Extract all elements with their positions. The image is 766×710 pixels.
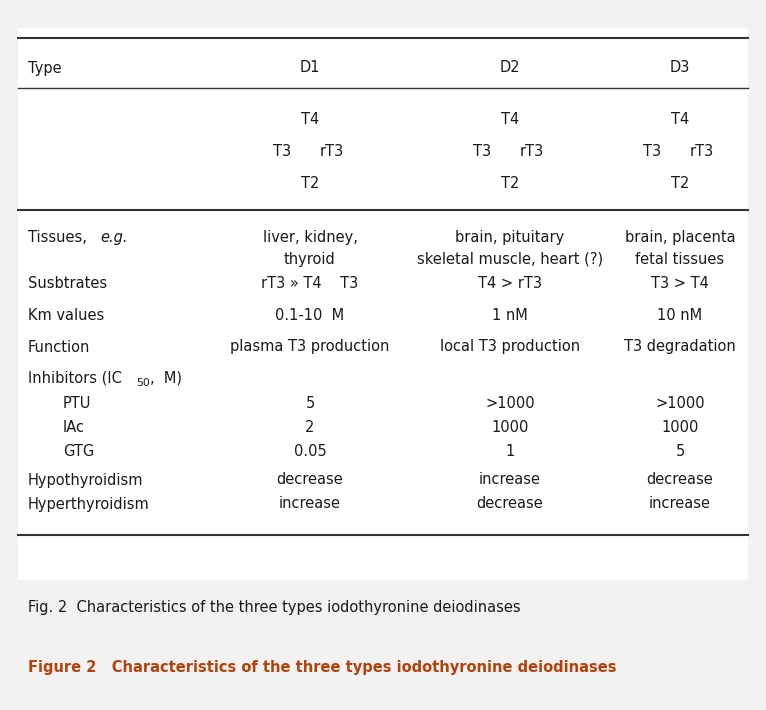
Text: increase: increase (279, 496, 341, 511)
Text: IAc: IAc (63, 420, 85, 435)
Text: increase: increase (649, 496, 711, 511)
Text: GTG: GTG (63, 444, 94, 459)
Text: fetal tissues: fetal tissues (636, 252, 725, 267)
Text: 5: 5 (676, 444, 685, 459)
Text: 5: 5 (306, 396, 315, 412)
Text: Inhibitors (IC: Inhibitors (IC (28, 371, 122, 386)
Text: D1: D1 (300, 60, 320, 75)
Text: thyroid: thyroid (284, 252, 336, 267)
Text: rT3: rT3 (690, 145, 714, 160)
Text: rT3: rT3 (320, 145, 344, 160)
Text: Figure 2   Characteristics of the three types iodothyronine deiodinases: Figure 2 Characteristics of the three ty… (28, 660, 617, 675)
Text: Function: Function (28, 339, 90, 354)
Text: rT3 » T4    T3: rT3 » T4 T3 (261, 275, 358, 290)
Text: 1: 1 (506, 444, 515, 459)
Text: 1 nM: 1 nM (492, 307, 528, 322)
Text: decrease: decrease (647, 472, 713, 488)
Text: T3: T3 (273, 145, 291, 160)
Text: T3: T3 (473, 145, 491, 160)
Text: ,  M): , M) (150, 371, 182, 386)
Text: PTU: PTU (63, 396, 91, 412)
Text: T3 > T4: T3 > T4 (651, 275, 709, 290)
Text: Hypothyroidism: Hypothyroidism (28, 472, 143, 488)
Text: T2: T2 (671, 177, 689, 192)
Text: decrease: decrease (277, 472, 343, 488)
Text: liver, kidney,: liver, kidney, (263, 230, 358, 245)
Text: 50: 50 (136, 378, 150, 388)
Text: T3 degradation: T3 degradation (624, 339, 736, 354)
Text: e.g.: e.g. (100, 230, 127, 245)
Text: Susbtrates: Susbtrates (28, 275, 107, 290)
Text: skeletal muscle, heart (?): skeletal muscle, heart (?) (417, 252, 603, 267)
Text: T4: T4 (671, 112, 689, 128)
Text: brain, placenta: brain, placenta (625, 230, 735, 245)
Text: Km values: Km values (28, 307, 104, 322)
Text: Type: Type (28, 60, 61, 75)
Text: brain, pituitary: brain, pituitary (455, 230, 565, 245)
Bar (18, 28, 748, 580)
Text: rT3: rT3 (520, 145, 544, 160)
Text: T2: T2 (301, 177, 319, 192)
Text: T4: T4 (501, 112, 519, 128)
Text: T4: T4 (301, 112, 319, 128)
Text: 1000: 1000 (661, 420, 699, 435)
Text: T4 > rT3: T4 > rT3 (478, 275, 542, 290)
Text: >1000: >1000 (485, 396, 535, 412)
Text: 0.05: 0.05 (293, 444, 326, 459)
Text: 1000: 1000 (491, 420, 529, 435)
Text: 2: 2 (306, 420, 315, 435)
Text: Hyperthyroidism: Hyperthyroidism (28, 496, 149, 511)
Text: T3: T3 (643, 145, 661, 160)
Text: increase: increase (479, 472, 541, 488)
Text: Tissues,: Tissues, (28, 230, 91, 245)
Text: plasma T3 production: plasma T3 production (231, 339, 390, 354)
Text: T2: T2 (501, 177, 519, 192)
Text: >1000: >1000 (655, 396, 705, 412)
Text: 10 nM: 10 nM (657, 307, 702, 322)
Text: local T3 production: local T3 production (440, 339, 580, 354)
Text: 0.1-10  M: 0.1-10 M (276, 307, 345, 322)
Text: D3: D3 (669, 60, 690, 75)
Text: decrease: decrease (476, 496, 543, 511)
Text: Fig. 2  Characteristics of the three types iodothyronine deiodinases: Fig. 2 Characteristics of the three type… (28, 600, 521, 615)
Text: D2: D2 (499, 60, 520, 75)
